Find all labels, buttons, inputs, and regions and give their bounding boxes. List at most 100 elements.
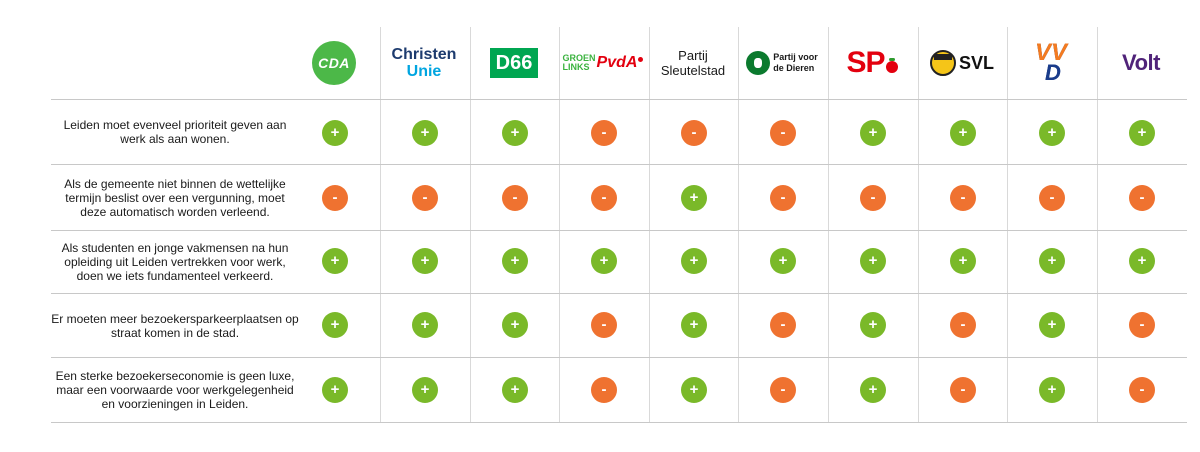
plus-answer-icon: +: [1039, 377, 1065, 403]
statement-text: Als de gemeente niet binnen de wettelijk…: [64, 176, 286, 219]
plus-answer-icon: +: [950, 120, 976, 146]
minus-answer-icon: -: [322, 185, 348, 211]
volt-logo-icon: Volt: [1122, 50, 1160, 75]
plus-answer-icon: +: [502, 312, 528, 338]
row-divider: [51, 357, 1187, 358]
tomato-icon: [885, 58, 898, 73]
statement-text: Als studenten en jonge vakmensen na hun …: [61, 241, 289, 283]
partij-sleutelstad-logo-icon: Partij Sleutelstad: [661, 48, 725, 78]
plus-answer-icon: +: [681, 248, 707, 274]
vvd-logo-icon: VV D: [1035, 41, 1067, 85]
row-divider: [51, 293, 1187, 294]
column-divider: [1097, 27, 1098, 422]
row-divider: [51, 230, 1187, 231]
minus-answer-icon: -: [591, 120, 617, 146]
minus-answer-icon: -: [1129, 377, 1155, 403]
graduation-cap-icon: [929, 50, 956, 76]
groenlinks-wordmark: GROEN LINKS: [563, 54, 596, 72]
plus-answer-icon: +: [950, 248, 976, 274]
plus-answer-icon: +: [860, 312, 886, 338]
plus-answer-icon: +: [322, 120, 348, 146]
partij-voor-de-dieren-wordmark: Partij voor de Dieren: [773, 52, 818, 74]
minus-answer-icon: -: [412, 185, 438, 211]
party-header-svl: SVL: [918, 30, 1006, 96]
minus-answer-icon: -: [1129, 185, 1155, 211]
minus-answer-icon: -: [770, 120, 796, 146]
svl-wordmark: SVL: [958, 52, 994, 73]
plus-answer-icon: +: [1039, 120, 1065, 146]
column-divider: [559, 27, 560, 422]
svl-logo-icon: SVL: [929, 50, 994, 76]
plus-answer-icon: +: [412, 248, 438, 274]
plus-answer-icon: +: [412, 120, 438, 146]
plus-answer-icon: +: [770, 248, 796, 274]
column-divider: [649, 27, 650, 422]
party-header-d66: D66: [470, 30, 558, 96]
plus-answer-icon: +: [681, 377, 707, 403]
plus-answer-icon: +: [502, 377, 528, 403]
minus-answer-icon: -: [770, 377, 796, 403]
plus-answer-icon: +: [322, 312, 348, 338]
d66-logo-icon: D66: [489, 48, 539, 78]
plus-answer-icon: +: [1039, 312, 1065, 338]
column-divider: [738, 27, 739, 422]
plus-answer-icon: +: [502, 120, 528, 146]
minus-answer-icon: -: [1039, 185, 1065, 211]
plus-answer-icon: +: [322, 377, 348, 403]
row-divider: [51, 99, 1187, 100]
plus-answer-icon: +: [1129, 120, 1155, 146]
partij-sleutelstad-line1: Partij: [678, 48, 708, 63]
column-divider: [470, 27, 471, 422]
partij-sleutelstad-line2: Sleutelstad: [660, 63, 726, 78]
pvda-wordmark: PvdA: [596, 54, 638, 71]
party-header-christenunie: Christen Unie: [380, 30, 468, 96]
row-divider: [51, 422, 1187, 423]
plus-answer-icon: +: [860, 377, 886, 403]
minus-answer-icon: -: [770, 312, 796, 338]
pvda-dot-icon: [638, 56, 644, 62]
row-divider: [51, 164, 1187, 165]
statement-text: Een sterke bezoekerseconomie is geen lux…: [55, 369, 295, 411]
minus-answer-icon: -: [591, 377, 617, 403]
party-header-partij-sleutelstad: Partij Sleutelstad: [649, 30, 737, 96]
minus-answer-icon: -: [860, 185, 886, 211]
plus-answer-icon: +: [860, 248, 886, 274]
plus-answer-icon: +: [1129, 248, 1155, 274]
minus-answer-icon: -: [591, 312, 617, 338]
christenunie-logo-line1: Christen: [391, 45, 457, 63]
party-header-sp: SP: [828, 30, 916, 96]
party-header-vvd: VV D: [1007, 30, 1095, 96]
minus-answer-icon: -: [591, 185, 617, 211]
party-header-cda: CDA: [290, 30, 378, 96]
sp-wordmark: SP: [846, 46, 885, 79]
plus-answer-icon: +: [502, 248, 528, 274]
statement-text: Er moeten meer bezoekersparkeerplaatsen …: [51, 311, 299, 340]
groenlinks-pvda-logo-icon: GROEN LINKS PvdA: [563, 54, 644, 72]
vvd-wordmark-vv: VV: [1034, 39, 1067, 66]
minus-answer-icon: -: [950, 312, 976, 338]
column-divider: [918, 27, 919, 422]
plus-answer-icon: +: [591, 248, 617, 274]
minus-answer-icon: -: [1129, 312, 1155, 338]
minus-answer-icon: -: [502, 185, 528, 211]
plus-answer-icon: +: [681, 185, 707, 211]
christenunie-logo-line2: Unie: [406, 62, 442, 80]
column-divider: [380, 27, 381, 422]
pvdd-line1: Partij voor: [773, 52, 818, 62]
groenlinks-wordmark-line1: GROEN: [562, 53, 596, 63]
statement-text: Leiden moet evenveel prioriteit geven aa…: [63, 118, 287, 146]
minus-answer-icon: -: [950, 185, 976, 211]
partij-voor-de-dieren-logo-icon: Partij voor de Dieren: [746, 51, 818, 75]
party-header-groenlinks-pvda: GROEN LINKS PvdA: [559, 30, 647, 96]
christenunie-logo-icon: Christen Unie: [391, 45, 457, 80]
clover-icon: [746, 51, 771, 75]
minus-answer-icon: -: [950, 377, 976, 403]
minus-answer-icon: -: [770, 185, 796, 211]
cda-logo-icon: CDA: [312, 41, 356, 85]
vvd-wordmark-d: D: [1045, 60, 1061, 85]
party-header-partij-voor-de-dieren: Partij voor de Dieren: [738, 30, 826, 96]
plus-answer-icon: +: [412, 312, 438, 338]
plus-answer-icon: +: [322, 248, 348, 274]
plus-answer-icon: +: [860, 120, 886, 146]
column-divider: [828, 27, 829, 422]
